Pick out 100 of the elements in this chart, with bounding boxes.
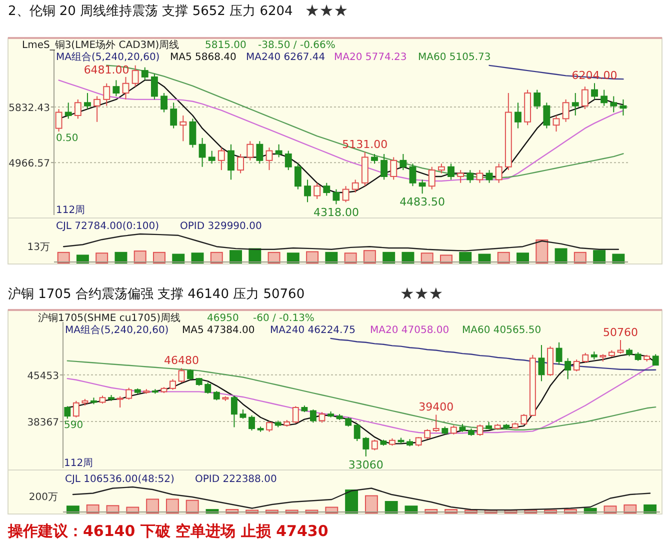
annotation: MA组合(5,240,20,60) [56, 51, 160, 63]
bar [186, 500, 199, 514]
candlestick [450, 424, 457, 435]
candlestick [380, 154, 388, 180]
annotation: 5815.00 [205, 40, 246, 51]
bar [384, 501, 398, 514]
candlestick [352, 179, 359, 194]
candlestick [390, 156, 398, 180]
annotation: MA240 46224.75 [270, 325, 356, 336]
candlestick [495, 163, 502, 184]
candlestick [178, 368, 185, 384]
bar [554, 248, 568, 264]
candlestick [600, 89, 608, 106]
bar [440, 254, 452, 264]
candlestick [204, 382, 212, 394]
candlestick [170, 378, 176, 390]
candlestick [122, 76, 130, 100]
candlestick [310, 408, 316, 424]
candlestick [591, 82, 598, 100]
candlestick [116, 396, 124, 408]
candlestick [237, 154, 244, 174]
annotation: MA20 5774.23 [334, 52, 407, 63]
text: 200万 [28, 492, 58, 503]
text: CJL 106536.00(48:52) [65, 474, 174, 485]
candlestick [617, 340, 624, 354]
bar [363, 250, 376, 264]
candlestick [64, 102, 72, 120]
y-tick-label: 5832.43 [8, 102, 50, 114]
candlestick [610, 96, 618, 113]
annotation: 590 [64, 420, 84, 431]
candlestick [345, 416, 352, 428]
candlestick [409, 163, 416, 187]
bar [345, 490, 358, 514]
annotation: 5131.00 [342, 138, 388, 152]
candlestick [318, 412, 326, 424]
annotation: 33060 [348, 458, 384, 472]
annotation: MA组合(5,240,20,60) [65, 324, 169, 336]
candlestick [476, 424, 484, 436]
candlestick [150, 73, 158, 100]
annotation: -60 / -0.13% [253, 313, 314, 324]
bar [210, 252, 223, 264]
y-tick-label: 4966.57 [8, 158, 50, 170]
annotation: -38.50 / -0.66% [258, 40, 336, 51]
annotation: 46950 [207, 313, 239, 324]
annotation: MA20 47058.00 [370, 325, 450, 336]
bar [152, 252, 166, 264]
candlestick [323, 182, 330, 196]
candlestick [240, 408, 246, 420]
candlestick [230, 395, 238, 428]
candlestick [556, 342, 562, 366]
candlestick [573, 358, 580, 372]
annotation: 0.50 [56, 133, 78, 144]
bar [420, 252, 434, 264]
annotation: 6481.00 [84, 63, 130, 76]
candlestick [256, 140, 264, 164]
candlestick [74, 98, 82, 120]
text: OPID 329990.00 [180, 221, 262, 232]
candlestick [266, 420, 273, 432]
annotation: MA240 6267.44 [246, 52, 326, 63]
candlestick [371, 439, 378, 451]
candlestick [362, 436, 370, 457]
candlestick [112, 80, 120, 97]
candlestick [448, 163, 454, 180]
bar [402, 252, 414, 264]
text: CJL 72784.00(0:100) [56, 221, 160, 232]
annotation: MA5 5868.40 [170, 52, 236, 63]
candlestick [581, 86, 588, 110]
candlestick [228, 144, 234, 180]
candlestick [275, 144, 282, 158]
annotation: 112周 [56, 205, 86, 216]
candlestick [572, 92, 579, 116]
candlestick [415, 436, 422, 447]
bar [574, 252, 586, 264]
candlestick [208, 150, 216, 164]
bar [66, 506, 80, 514]
text: 操作建议：46140 下破 空单进场 止损 47430 [7, 522, 328, 540]
candlestick [132, 64, 139, 88]
candlestick [248, 414, 255, 432]
annotation: LmeS_铜3(LME场外 CAD3M)周线 [22, 39, 180, 51]
candlestick [466, 170, 474, 184]
bar [286, 252, 300, 264]
annotation: 4483.50 [400, 196, 446, 209]
candlestick [543, 102, 550, 129]
candlestick [400, 154, 407, 171]
candlestick [428, 166, 436, 190]
candlestick [284, 150, 292, 171]
candlestick [84, 92, 91, 110]
annotation: 112周 [64, 458, 94, 469]
candlestick [170, 102, 178, 129]
text: ★★★ [400, 284, 444, 303]
candlestick [652, 354, 659, 366]
bar [593, 250, 606, 264]
candlestick [438, 163, 445, 174]
y-tick-label: 45453 [27, 370, 59, 382]
bar [114, 252, 128, 264]
candlestick [94, 96, 101, 122]
bar [268, 252, 280, 264]
candlestick [292, 406, 299, 424]
bar [536, 240, 548, 264]
annotation: MA5 47384.00 [182, 325, 255, 336]
